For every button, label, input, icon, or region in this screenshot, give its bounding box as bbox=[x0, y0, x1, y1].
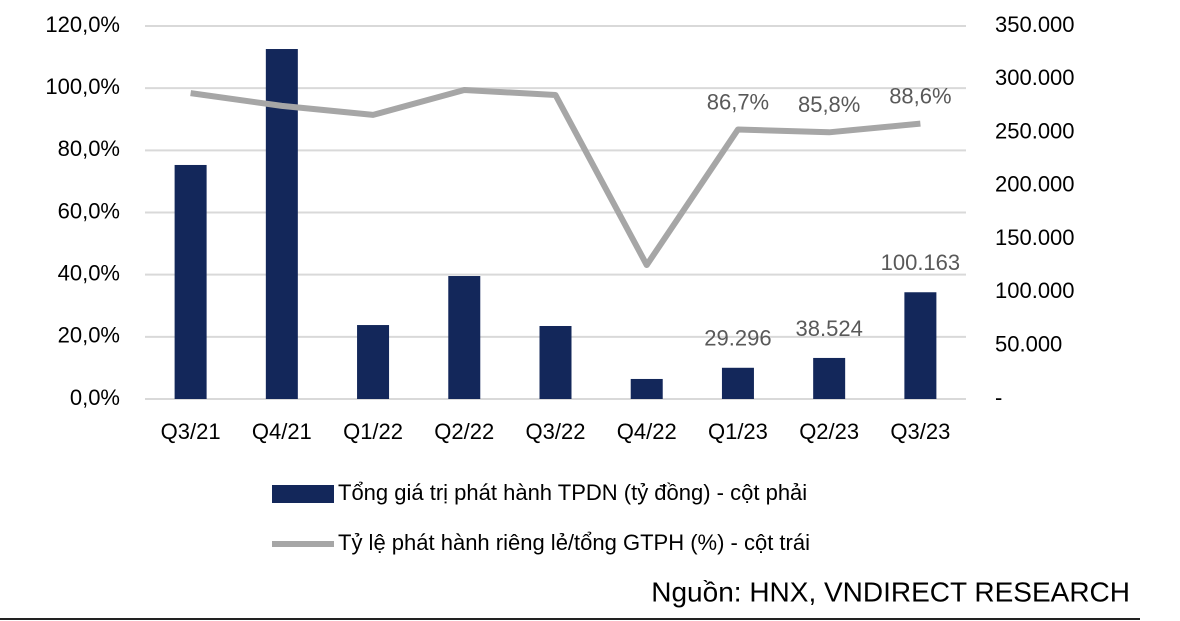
legend-label: Tỷ lệ phát hành riêng lẻ/tổng GTPH (%) -… bbox=[338, 530, 810, 555]
y2-tick-label: - bbox=[995, 385, 1002, 410]
bar bbox=[357, 325, 390, 399]
data-label: 38.524 bbox=[796, 316, 863, 341]
x-tick-label: Q2/22 bbox=[434, 419, 494, 444]
bar bbox=[174, 164, 207, 399]
y-tick-label: 80,0% bbox=[58, 136, 120, 161]
data-label: 29.296 bbox=[704, 326, 771, 351]
y-tick-label: 20,0% bbox=[58, 323, 120, 348]
y-tick-label: 100,0% bbox=[45, 74, 120, 99]
data-label: 86,7% bbox=[707, 89, 769, 114]
x-tick-label: Q4/21 bbox=[252, 419, 312, 444]
legend-label: Tổng giá trị phát hành TPDN (tỷ đồng) - … bbox=[338, 480, 807, 505]
x-tick-label: Q3/22 bbox=[526, 419, 586, 444]
x-tick-label: Q3/23 bbox=[890, 419, 950, 444]
x-tick-label: Q1/23 bbox=[708, 419, 768, 444]
data-label: 100.163 bbox=[881, 250, 961, 275]
y2-tick-label: 100.000 bbox=[995, 278, 1075, 303]
bar bbox=[448, 276, 481, 399]
y-tick-label: 120,0% bbox=[45, 12, 120, 37]
y2-tick-label: 50.000 bbox=[995, 332, 1062, 357]
bar bbox=[539, 325, 572, 399]
x-tick-label: Q1/22 bbox=[343, 419, 403, 444]
data-label: 85,8% bbox=[798, 92, 860, 117]
bar bbox=[813, 357, 846, 399]
y2-tick-label: 350.000 bbox=[995, 12, 1075, 37]
x-tick-label: Q2/23 bbox=[799, 419, 859, 444]
bar bbox=[630, 378, 663, 399]
line bbox=[190, 87, 921, 269]
x-tick-label: Q3/21 bbox=[161, 419, 221, 444]
y-tick-label: 40,0% bbox=[58, 260, 120, 285]
y2-tick-label: 250.000 bbox=[995, 118, 1075, 143]
bar bbox=[721, 367, 754, 399]
data-label: 88,6% bbox=[889, 83, 951, 108]
y2-tick-label: 200.000 bbox=[995, 172, 1075, 197]
y-tick-label: 60,0% bbox=[58, 198, 120, 223]
x-tick-label: Q4/22 bbox=[617, 419, 677, 444]
source: Nguồn: HNX, VNDIRECT RESEARCH bbox=[651, 576, 1130, 607]
legend-swatch bbox=[272, 485, 334, 503]
y2-tick-label: 300.000 bbox=[995, 65, 1075, 90]
y-tick-label: 0,0% bbox=[70, 385, 120, 410]
bar bbox=[904, 292, 937, 399]
y2-tick-label: 150.000 bbox=[995, 225, 1075, 250]
